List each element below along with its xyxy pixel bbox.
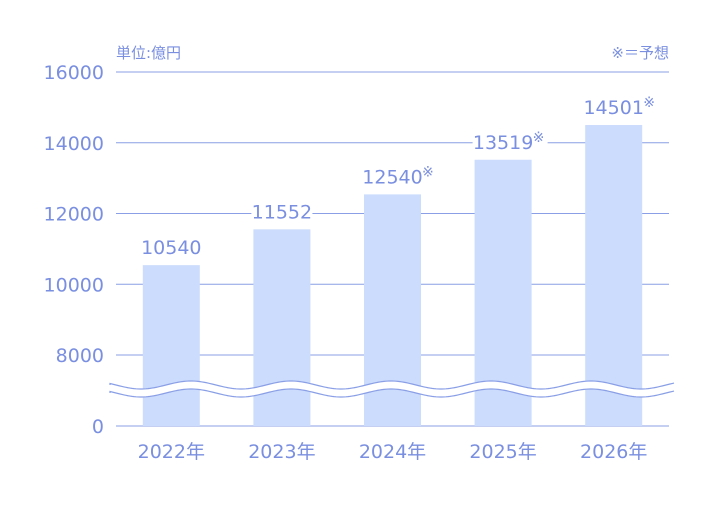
x-tick-label: 2024年 bbox=[359, 441, 426, 463]
value-label: 10540 bbox=[141, 237, 201, 259]
axis-break-line-upper bbox=[109, 380, 675, 390]
value-label-background bbox=[362, 164, 437, 187]
y-tick-label: 16000 bbox=[44, 62, 104, 84]
forecast-mark: ※ bbox=[533, 130, 545, 146]
axis-break-line-lower bbox=[109, 388, 675, 398]
bar bbox=[585, 125, 643, 426]
x-tick-label: 2022年 bbox=[138, 441, 205, 463]
bar bbox=[253, 229, 311, 426]
forecast-mark: ※ bbox=[422, 164, 434, 180]
y-tick-label: 0 bbox=[92, 416, 104, 438]
y-tick-label: 14000 bbox=[44, 133, 104, 155]
value-label-background bbox=[472, 129, 548, 152]
y-tick-label: 12000 bbox=[44, 204, 104, 226]
value-label: 14501 bbox=[583, 97, 643, 119]
value-label-background bbox=[140, 235, 202, 258]
x-axis-ticks: 2022年 2023年 2024年 2025年 2026年 bbox=[138, 441, 648, 463]
bar bbox=[142, 265, 200, 426]
forecast-note-label: ※＝予想 bbox=[611, 44, 669, 62]
forecast-mark: ※ bbox=[643, 95, 655, 111]
y-axis-ticks: 16000 14000 12000 10000 8000 0 bbox=[44, 62, 104, 438]
x-tick-label: 2023年 bbox=[248, 441, 315, 463]
value-label-background bbox=[583, 95, 659, 118]
axis-break bbox=[109, 380, 675, 398]
value-label: 13519 bbox=[473, 132, 533, 154]
y-tick-label: 10000 bbox=[44, 274, 104, 296]
value-label: 12540 bbox=[362, 166, 422, 188]
value-label-background bbox=[251, 199, 313, 222]
unit-label: 単位:億円 bbox=[116, 44, 181, 62]
y-tick-label: 8000 bbox=[56, 345, 104, 367]
x-tick-label: 2025年 bbox=[469, 441, 536, 463]
x-tick-label: 2026年 bbox=[580, 441, 647, 463]
value-label: 11552 bbox=[252, 201, 312, 223]
